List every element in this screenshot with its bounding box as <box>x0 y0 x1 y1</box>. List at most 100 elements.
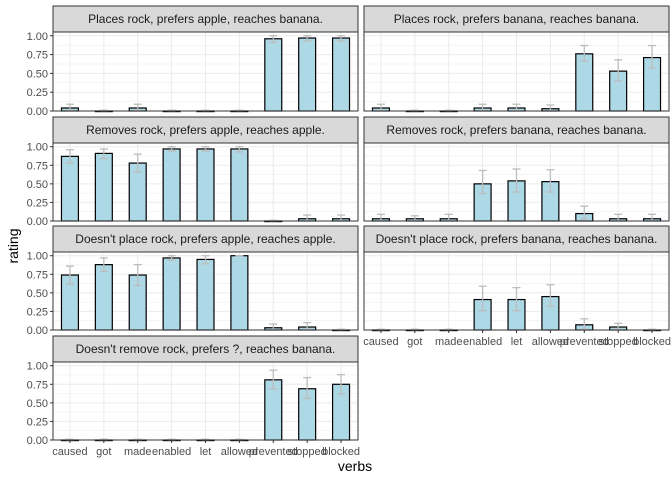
error-bar <box>133 153 142 173</box>
y-tick-label: 0.25 <box>27 306 48 318</box>
error-bar <box>65 265 74 285</box>
facet-panel: Removes rock, prefers banana, reaches ba… <box>363 116 670 222</box>
error-bar <box>512 287 521 312</box>
error-bar <box>337 373 346 395</box>
panel-border <box>363 31 670 112</box>
bar-let <box>196 148 215 222</box>
facet-strip <box>52 225 359 253</box>
facet-panel: Places rock, prefers banana, reaches ban… <box>363 5 670 113</box>
error-bar <box>99 257 108 272</box>
error-bar <box>133 263 142 287</box>
x-tick-label: made <box>124 446 152 458</box>
y-tick-label: 1.00 <box>27 142 48 154</box>
x-tick-label: allowed <box>532 336 569 348</box>
facet-panel: Doesn't remove rock, prefers ?, reaches … <box>27 335 360 458</box>
error-bar <box>478 103 487 111</box>
panel-border <box>52 251 359 331</box>
x-tick-label: made <box>435 336 463 348</box>
error-bar <box>167 255 176 261</box>
error-bar <box>648 44 657 69</box>
x-tick-label: allowed <box>221 446 258 458</box>
y-tick-label: 1.00 <box>27 361 48 373</box>
panel-border <box>52 31 359 112</box>
facet-strip <box>363 116 670 144</box>
y-tick-label: 0.00 <box>27 216 48 228</box>
facet-panel: Doesn't place rock, prefers apple, reach… <box>27 225 359 337</box>
bar-prevented <box>575 53 594 112</box>
error-bar <box>99 148 108 160</box>
x-tick-label: stopped <box>599 336 638 348</box>
y-tick-label: 0.75 <box>27 160 48 172</box>
y-tick-label: 0.50 <box>27 288 48 300</box>
x-tick-label: enabled <box>463 336 502 348</box>
error-bar <box>269 369 278 390</box>
error-bar <box>546 284 555 307</box>
error-bar <box>478 285 487 312</box>
facet-panel: Removes rock, prefers apple, reaches app… <box>27 116 359 228</box>
bar-prevented <box>264 38 283 112</box>
bar-allowed <box>230 255 249 331</box>
error-bar <box>512 168 521 193</box>
bar-stopped <box>298 37 317 112</box>
bar-caused <box>60 155 80 222</box>
y-tick-label: 1.00 <box>27 251 48 263</box>
facet-strip <box>363 5 670 33</box>
y-tick-label: 0.50 <box>27 68 48 80</box>
x-tick-label: prevented <box>560 336 609 348</box>
error-bar <box>580 318 589 330</box>
panel-border <box>363 142 670 222</box>
x-tick-label: blocked <box>633 336 671 348</box>
error-bar <box>201 255 210 265</box>
error-bar <box>614 322 623 330</box>
bar-enabled <box>162 148 181 222</box>
x-tick-label: got <box>407 336 422 348</box>
error-bar <box>235 146 244 153</box>
facet-panel: Doesn't place rock, prefers banana, reac… <box>363 225 671 348</box>
error-bar <box>65 103 74 111</box>
x-tick-label: caused <box>363 336 398 348</box>
error-bar <box>546 169 555 193</box>
x-tick-label: blocked <box>322 446 360 458</box>
error-bar <box>580 44 589 62</box>
x-tick-label: let <box>200 446 212 458</box>
y-tick-label: 0.25 <box>27 197 48 209</box>
facet-strip <box>52 5 359 33</box>
x-tick-label: enabled <box>152 446 191 458</box>
bar-enabled <box>162 257 181 331</box>
error-bar <box>167 146 176 152</box>
y-tick-label: 0.00 <box>27 435 48 447</box>
bar-allowed <box>230 148 249 222</box>
error-bar <box>303 321 312 330</box>
facet-strip <box>52 335 359 363</box>
facet-title: Places rock, prefers apple, reaches bana… <box>88 12 323 26</box>
facet-strip <box>363 225 670 253</box>
facet-title: Places rock, prefers banana, reaches ban… <box>394 12 639 26</box>
error-bar <box>269 35 278 44</box>
error-bar <box>303 376 312 400</box>
facet-title: Doesn't place rock, prefers apple, reach… <box>75 232 335 246</box>
y-tick-label: 1.00 <box>27 31 48 43</box>
error-bar <box>376 103 385 111</box>
error-bar <box>478 169 487 195</box>
bar-blocked <box>331 37 351 112</box>
error-bar <box>512 103 521 111</box>
bar-got <box>94 152 113 222</box>
x-axis-title: verbs <box>338 458 372 474</box>
y-tick-label: 0.50 <box>27 179 48 191</box>
facet-panel: Places rock, prefers apple, reaches bana… <box>27 5 359 118</box>
x-tick-label: stopped <box>288 446 327 458</box>
panel-border <box>52 142 359 222</box>
y-tick-label: 0.00 <box>27 106 48 118</box>
y-tick-label: 0.75 <box>27 379 48 391</box>
y-tick-label: 0.25 <box>27 87 48 99</box>
facet-title: Doesn't remove rock, prefers ?, reaches … <box>76 342 336 356</box>
error-bar <box>201 146 210 152</box>
y-tick-label: 0.25 <box>27 416 48 428</box>
error-bar <box>133 103 142 111</box>
error-bar <box>303 35 312 42</box>
error-bar <box>580 205 589 220</box>
x-tick-label: caused <box>52 446 87 458</box>
error-bar <box>65 149 74 164</box>
y-tick-label: 0.50 <box>27 398 48 410</box>
